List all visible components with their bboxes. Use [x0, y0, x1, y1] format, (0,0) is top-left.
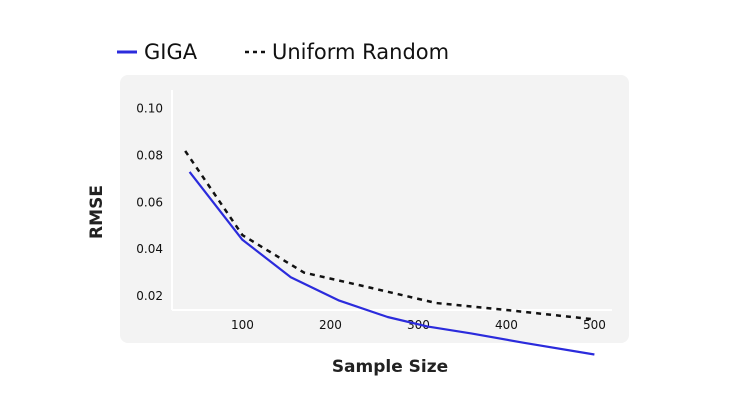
x-tick-label: 100	[231, 318, 254, 332]
y-tick-labels: 0.02 0.04 0.06 0.08 0.10	[136, 102, 163, 303]
legend-label-uniform-random: Uniform Random	[272, 40, 449, 64]
legend: GIGA Uniform Random	[117, 40, 449, 64]
x-tick-label: 400	[495, 318, 518, 332]
x-tick-label: 200	[319, 318, 342, 332]
y-tick-label: 0.06	[136, 195, 163, 209]
x-tick-labels: 100 200 300 400 500	[231, 318, 606, 332]
y-tick-label: 0.02	[136, 289, 163, 303]
series-line-uniform-random	[184, 150, 595, 321]
y-tick-label: 0.10	[136, 102, 163, 116]
x-tick-label: 500	[583, 318, 606, 332]
legend-label-giga: GIGA	[144, 40, 198, 64]
y-axis-title: RMSE	[87, 185, 107, 239]
plot-background	[120, 75, 629, 343]
y-tick-label: 0.04	[136, 242, 163, 256]
series-lines	[184, 150, 595, 356]
y-tick-label: 0.08	[136, 149, 163, 163]
series-line-giga	[188, 171, 595, 356]
x-axis-title: Sample Size	[332, 357, 448, 377]
